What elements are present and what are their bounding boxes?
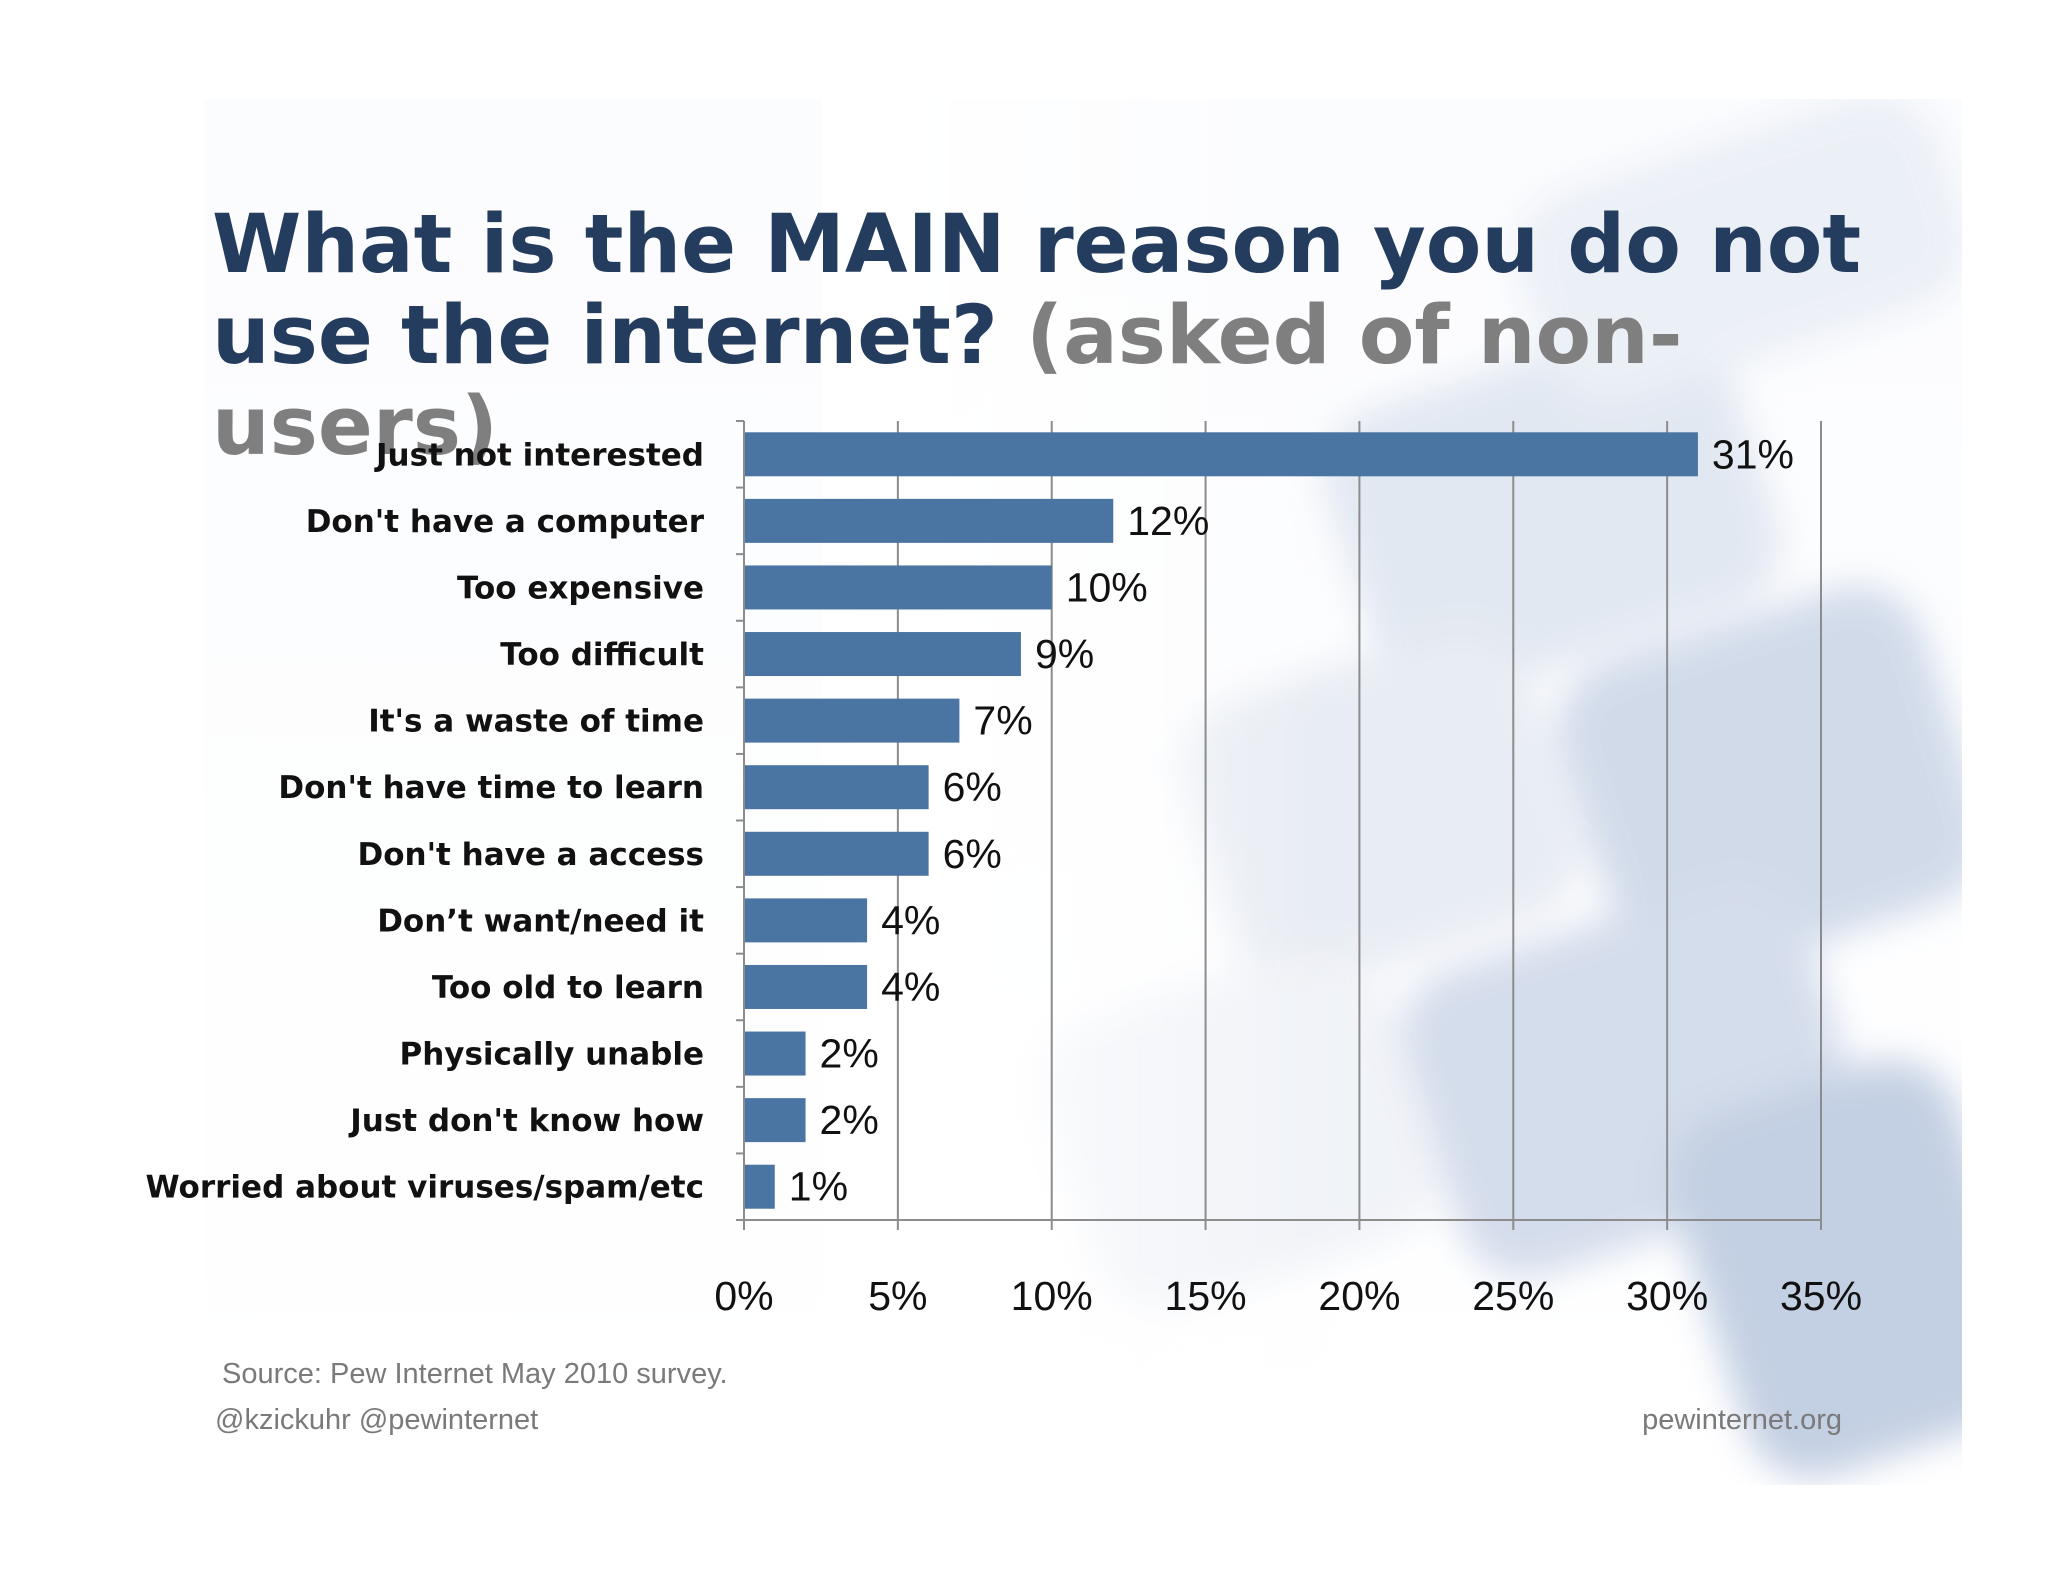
bar [745, 698, 960, 743]
x-tick-label: 25% [1472, 1273, 1554, 1319]
data-label: 4% [881, 897, 940, 943]
category-label: Don’t want/need it [377, 903, 704, 939]
chart-title-main: What is the MAIN reason you do not use t… [212, 198, 1862, 383]
data-label: 2% [820, 1097, 879, 1143]
category-label: Don't have a access [357, 837, 704, 873]
bar [745, 765, 929, 810]
category-label: Just not interested [374, 437, 704, 473]
bar [745, 1164, 775, 1209]
twitter-handles: @kzickuhr @pewinternet [215, 1404, 539, 1436]
category-label: Just don't know how [348, 1103, 704, 1139]
data-label: 7% [973, 698, 1032, 744]
x-tick-label: 15% [1165, 1273, 1247, 1319]
data-label: 4% [881, 964, 940, 1010]
bar [745, 1098, 806, 1143]
category-label: Don't have time to learn [278, 770, 704, 806]
category-label: Don't have a computer [306, 504, 705, 540]
data-label: 12% [1127, 498, 1209, 544]
data-label: 2% [820, 1031, 879, 1077]
x-tick-label: 30% [1626, 1273, 1708, 1319]
bar [745, 432, 1698, 477]
x-tick-label: 0% [714, 1273, 773, 1319]
data-label: 6% [943, 831, 1002, 877]
x-tick-label: 35% [1780, 1273, 1862, 1319]
category-label: Physically unable [399, 1037, 704, 1073]
data-label: 31% [1712, 431, 1794, 477]
data-label: 10% [1066, 564, 1148, 610]
bar [745, 632, 1021, 677]
source-note: Source: Pew Internet May 2010 survey. [222, 1358, 728, 1390]
category-label: It's a waste of time [368, 704, 704, 740]
bar [745, 898, 868, 943]
chart-title: What is the MAIN reason you do not use t… [212, 200, 1912, 473]
category-label: Too expensive [457, 570, 704, 606]
data-label: 9% [1035, 631, 1094, 677]
bar [745, 964, 868, 1009]
bar [745, 1031, 806, 1076]
x-tick-label: 5% [868, 1273, 927, 1319]
x-tick-label: 10% [1011, 1273, 1093, 1319]
bar [745, 498, 1114, 543]
category-label: Too difficult [500, 637, 704, 673]
data-label: 6% [943, 764, 1002, 810]
chart-title-sub: (asked of non-users) [212, 289, 1683, 474]
bar [745, 565, 1052, 610]
data-label: 1% [789, 1164, 848, 1210]
website-link[interactable]: pewinternet.org [1642, 1404, 1842, 1436]
bar [745, 831, 929, 876]
category-label: Worried about viruses/spam/etc [145, 1170, 704, 1206]
category-label: Too old to learn [432, 970, 704, 1006]
x-tick-label: 20% [1318, 1273, 1400, 1319]
